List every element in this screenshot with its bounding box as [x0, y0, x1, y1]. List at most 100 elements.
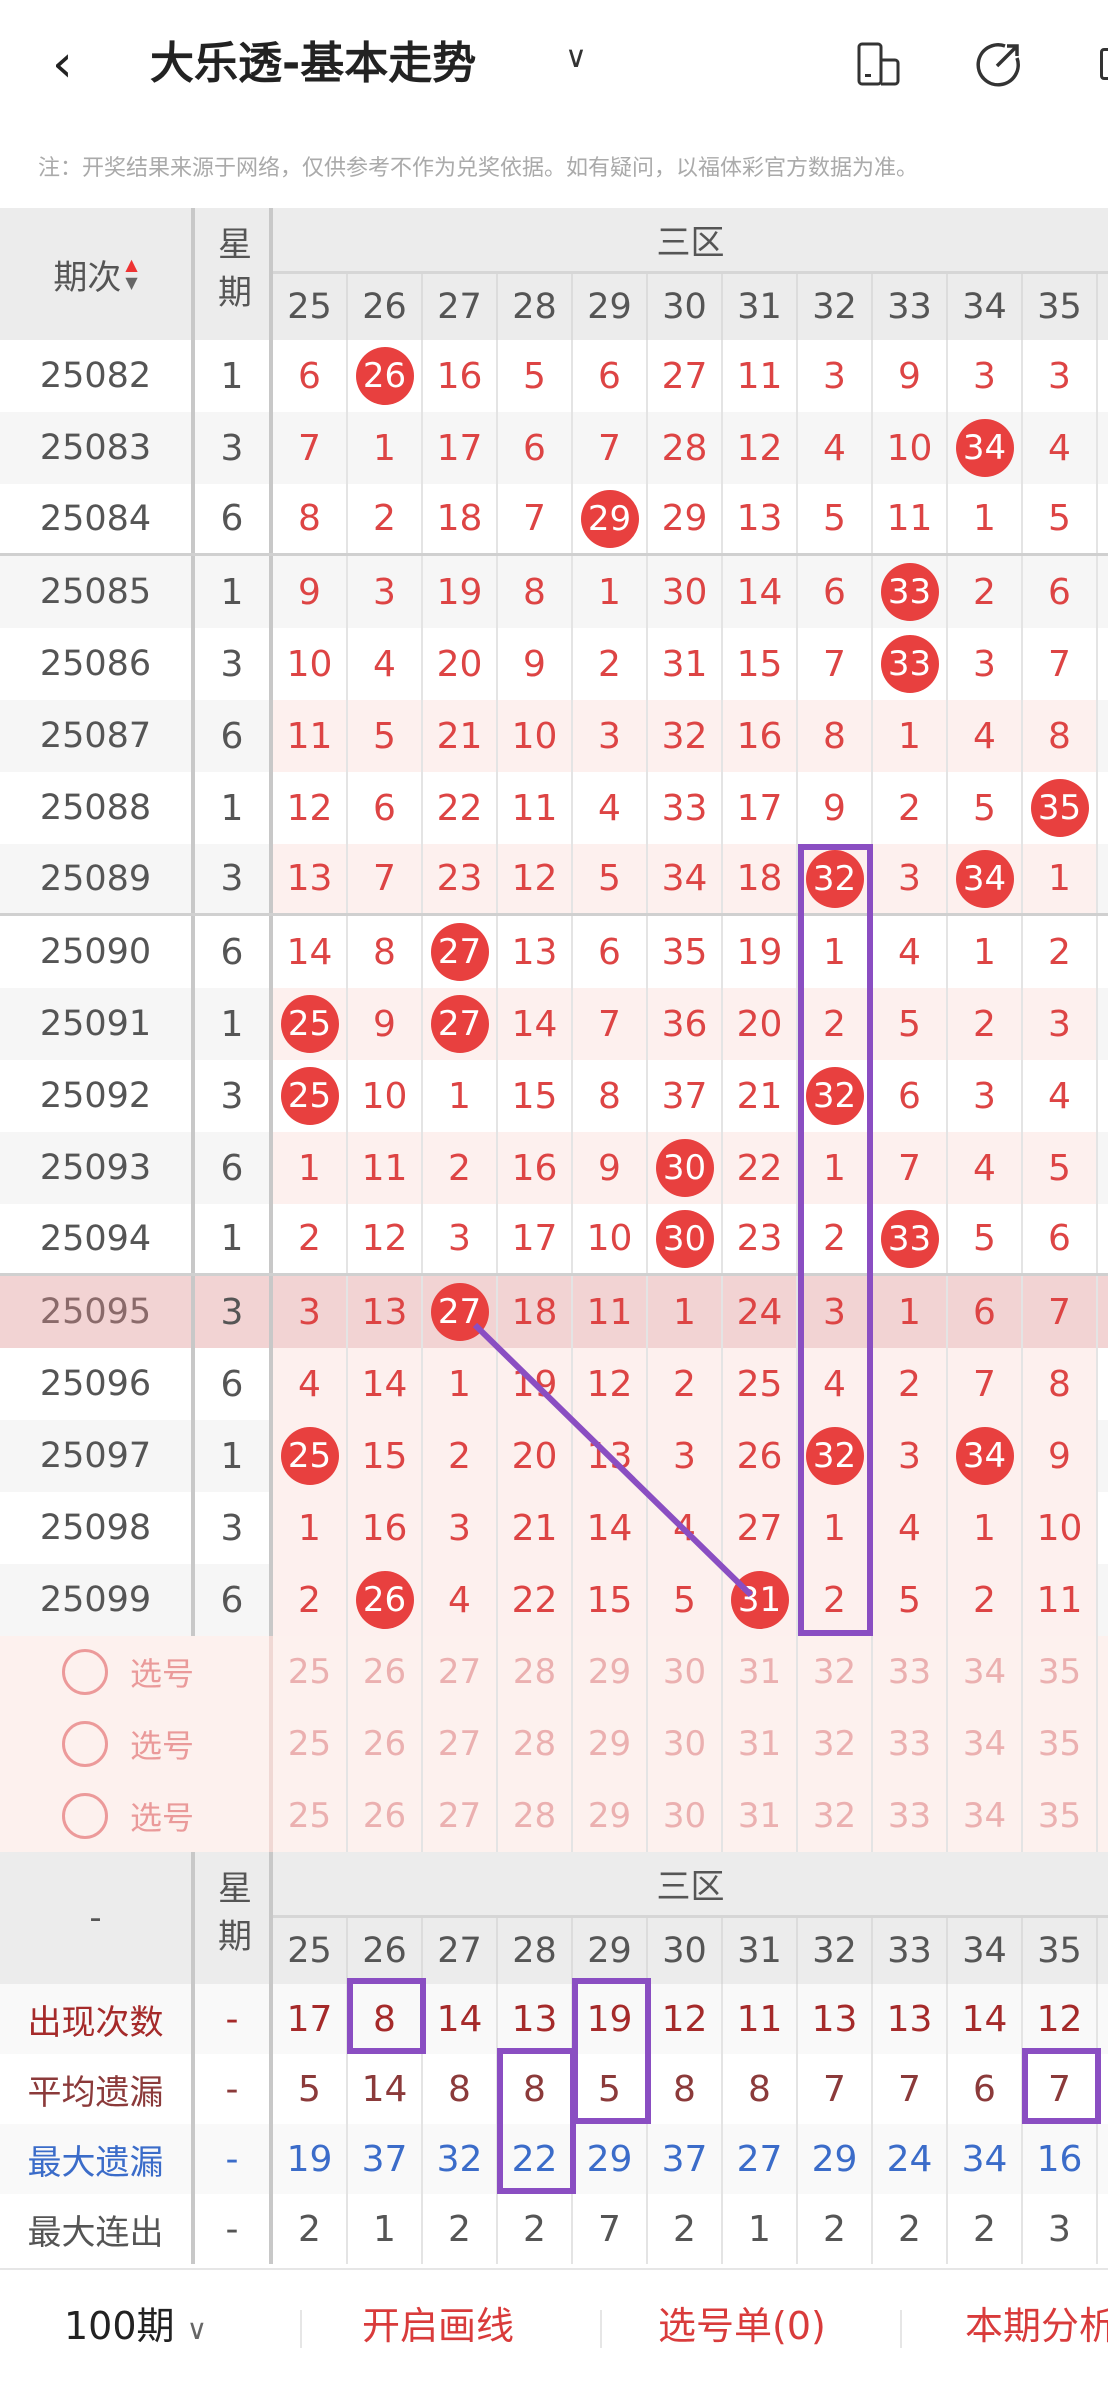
- number-cell[interactable]: 16: [423, 340, 498, 412]
- select-number[interactable]: 26: [348, 1708, 423, 1780]
- number-cell[interactable]: 1: [648, 1276, 723, 1348]
- number-cell[interactable]: 33: [648, 772, 723, 844]
- table-row[interactable]: 250966414119122254278: [0, 1348, 1108, 1420]
- number-cell[interactable]: 3: [948, 1060, 1023, 1132]
- number-cell[interactable]: 33: [873, 1204, 948, 1273]
- number-cell[interactable]: 34: [948, 1420, 1023, 1492]
- number-cell[interactable]: 23: [723, 1204, 798, 1273]
- number-cell[interactable]: 7: [348, 844, 423, 913]
- select-number[interactable]: 30: [648, 1708, 723, 1780]
- table-row[interactable]: 25099 6 2 26 4 22 15 5 31 2 5 2 11: [0, 1564, 1108, 1636]
- number-cell[interactable]: 19: [723, 916, 798, 988]
- number-cell[interactable]: 35: [648, 916, 723, 988]
- number-cell[interactable]: 3: [1023, 988, 1098, 1060]
- number-cell[interactable]: 10: [573, 1204, 648, 1273]
- number-cell[interactable]: 15: [498, 1060, 573, 1132]
- select-number[interactable]: 25: [273, 1780, 348, 1852]
- number-cell[interactable]: 5: [1023, 484, 1098, 553]
- select-number[interactable]: 34: [948, 1780, 1023, 1852]
- number-cell[interactable]: 2: [1023, 916, 1098, 988]
- number-cell[interactable]: 30: [648, 1204, 723, 1273]
- number-cell[interactable]: 4: [1023, 412, 1098, 484]
- number-cell[interactable]: 4: [348, 628, 423, 700]
- number-cell[interactable]: 32: [798, 1060, 873, 1132]
- number-cell[interactable]: 2: [348, 484, 423, 553]
- number-cell[interactable]: 3: [798, 1276, 873, 1348]
- number-cell[interactable]: 1: [273, 1132, 348, 1204]
- column-header[interactable]: 31: [723, 274, 798, 340]
- radio-icon[interactable]: [62, 1721, 108, 1767]
- number-cell[interactable]: 22: [498, 1564, 573, 1636]
- number-cell[interactable]: 24: [723, 1276, 798, 1348]
- number-cell[interactable]: 4: [798, 1348, 873, 1420]
- number-cell[interactable]: 13: [723, 484, 798, 553]
- number-cell[interactable]: 4: [573, 772, 648, 844]
- number-cell[interactable]: 15: [348, 1420, 423, 1492]
- number-cell[interactable]: 14: [273, 916, 348, 988]
- number-cell[interactable]: 12: [348, 1204, 423, 1273]
- number-cell[interactable]: 18: [498, 1276, 573, 1348]
- period-header[interactable]: 期次 ▲ ▼: [0, 208, 195, 340]
- number-cell[interactable]: 8: [1023, 700, 1098, 772]
- select-number[interactable]: 26: [348, 1636, 423, 1708]
- number-cell[interactable]: 1: [273, 1492, 348, 1564]
- number-cell[interactable]: 13: [273, 844, 348, 913]
- select-number[interactable]: 28: [498, 1780, 573, 1852]
- number-cell[interactable]: 3: [873, 1420, 948, 1492]
- number-cell[interactable]: 9: [1023, 1420, 1098, 1492]
- number-cell[interactable]: 1: [798, 916, 873, 988]
- number-cell[interactable]: 30: [648, 556, 723, 628]
- number-cell[interactable]: 11: [873, 484, 948, 553]
- number-cell[interactable]: 3: [873, 844, 948, 913]
- radio-icon[interactable]: [62, 1649, 108, 1695]
- select-number[interactable]: 26: [348, 1780, 423, 1852]
- number-cell[interactable]: 6: [798, 556, 873, 628]
- number-cell[interactable]: 26: [348, 1564, 423, 1636]
- number-cell[interactable]: 25: [273, 1060, 348, 1132]
- more-icon[interactable]: [1100, 48, 1108, 80]
- select-number[interactable]: 34: [948, 1708, 1023, 1780]
- number-cell[interactable]: 9: [273, 556, 348, 628]
- table-row[interactable]: 25082 1 6 26 16 5 6 27 11 3 9 3 3: [0, 340, 1108, 412]
- number-cell[interactable]: 7: [1023, 628, 1098, 700]
- number-cell[interactable]: 7: [498, 484, 573, 553]
- number-cell[interactable]: 7: [573, 988, 648, 1060]
- number-cell[interactable]: 4: [873, 916, 948, 988]
- table-row[interactable]: 25084 6 8 2 18 7 29 29 13 5 11 1 5: [0, 484, 1108, 556]
- number-cell[interactable]: 26: [723, 1420, 798, 1492]
- number-cell[interactable]: 5: [798, 484, 873, 553]
- select-number[interactable]: 31: [723, 1708, 798, 1780]
- number-cell[interactable]: 2: [423, 1132, 498, 1204]
- number-cell[interactable]: 5: [873, 1564, 948, 1636]
- number-cell[interactable]: 1: [873, 700, 948, 772]
- number-cell[interactable]: 26: [348, 340, 423, 412]
- analysis-button[interactable]: 本期分析: [965, 2304, 1108, 2348]
- number-cell[interactable]: 2: [273, 1564, 348, 1636]
- number-cell[interactable]: 6: [1023, 1204, 1098, 1273]
- column-header[interactable]: 26: [348, 1918, 423, 1984]
- select-number[interactable]: 34: [948, 1636, 1023, 1708]
- number-cell[interactable]: 10: [873, 412, 948, 484]
- number-cell[interactable]: 3: [648, 1420, 723, 1492]
- table-row[interactable]: 25090 6 14 8 27 13 6 35 19 1 4 1 2: [0, 916, 1108, 988]
- select-number[interactable]: 25: [273, 1708, 348, 1780]
- number-cell[interactable]: 5: [648, 1564, 723, 1636]
- number-cell[interactable]: 35: [1023, 772, 1098, 844]
- table-row[interactable]: 25083 3 7 1 17 6 7 28 12 4 10 34 4: [0, 412, 1108, 484]
- number-cell[interactable]: 9: [798, 772, 873, 844]
- number-cell[interactable]: 29: [648, 484, 723, 553]
- select-number[interactable]: 27: [423, 1780, 498, 1852]
- number-cell[interactable]: 37: [648, 1060, 723, 1132]
- number-cell[interactable]: 2: [798, 1564, 873, 1636]
- number-cell[interactable]: 9: [348, 988, 423, 1060]
- number-cell[interactable]: 31: [648, 628, 723, 700]
- number-cell[interactable]: 4: [1023, 1060, 1098, 1132]
- number-cell[interactable]: 6: [573, 916, 648, 988]
- select-number[interactable]: 27: [423, 1636, 498, 1708]
- column-header[interactable]: 26: [348, 274, 423, 340]
- select-number[interactable]: 32: [798, 1636, 873, 1708]
- column-header[interactable]: 28: [498, 1918, 573, 1984]
- number-cell[interactable]: 8: [1023, 1348, 1098, 1420]
- select-number[interactable]: 27: [423, 1708, 498, 1780]
- number-cell[interactable]: 1: [573, 556, 648, 628]
